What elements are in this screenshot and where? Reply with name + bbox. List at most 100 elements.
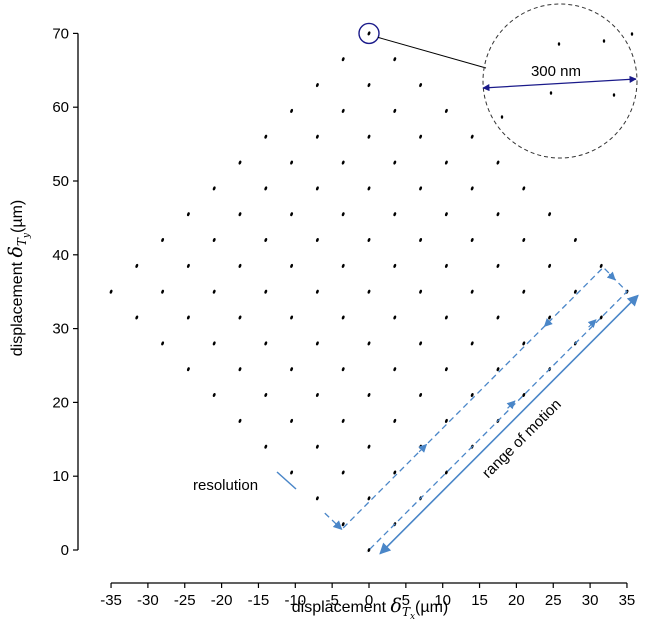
- data-point: [470, 289, 474, 294]
- y-tick-label: 20: [52, 394, 69, 411]
- x-tick-label: 0: [365, 592, 373, 609]
- path-direction-arrow: [587, 319, 597, 329]
- data-point: [315, 392, 319, 398]
- data-point: [212, 341, 216, 346]
- inset-data-point: [500, 115, 504, 119]
- data-point: [367, 392, 371, 398]
- data-point: [238, 315, 242, 320]
- data-point: [496, 315, 500, 320]
- y-tick-label: 0: [61, 542, 69, 559]
- data-point: [573, 289, 577, 294]
- data-point: [186, 212, 190, 217]
- x-tick-label: -20: [211, 592, 233, 609]
- data-point: [238, 367, 242, 372]
- data-point: [161, 289, 165, 294]
- data-point: [341, 160, 345, 165]
- data-point: [393, 57, 397, 62]
- data-point: [367, 83, 371, 88]
- inset-data-point: [602, 39, 606, 43]
- data-point: [419, 237, 423, 243]
- data-point: [264, 289, 268, 294]
- data-point: [522, 289, 526, 294]
- data-point: [135, 263, 139, 268]
- inset-data-point: [630, 32, 634, 36]
- y-tick-label: 10: [52, 468, 69, 485]
- data-point: [419, 341, 423, 346]
- data-point: [315, 237, 319, 243]
- data-point: [444, 160, 448, 165]
- x-tick-label: 35: [619, 592, 636, 609]
- data-point: [341, 418, 345, 423]
- data-point: [341, 212, 345, 217]
- range-of-motion-label: range of motion: [479, 396, 565, 482]
- data-point: [444, 108, 448, 113]
- data-point: [496, 263, 500, 268]
- x-axis-label: displacement δTx(µm): [292, 595, 448, 622]
- data-point: [212, 186, 216, 191]
- data-point: [470, 186, 474, 191]
- data-point: [264, 444, 268, 449]
- data-point: [367, 289, 371, 294]
- inset-scale-bar: [482, 75, 637, 92]
- x-tick-label: -25: [174, 592, 196, 609]
- path-direction-arrow: [543, 318, 553, 327]
- data-point: [264, 341, 268, 346]
- data-point: [109, 289, 113, 294]
- data-point: [496, 212, 500, 217]
- data-point: [367, 341, 371, 346]
- data-point: [393, 108, 397, 113]
- x-tick-label: 30: [582, 592, 599, 609]
- data-point: [470, 341, 474, 346]
- data-point: [393, 212, 397, 217]
- data-point: [212, 392, 216, 398]
- data-point: [212, 237, 216, 243]
- x-tick-label: -5: [325, 592, 338, 609]
- axes: -35 -30 -25 -20 -15 -10 -5 0 5 10 15 20 25 30 35 0 10 20 3…: [52, 25, 635, 609]
- motion-path-start: [324, 512, 343, 530]
- data-point: [290, 367, 294, 372]
- inset-data-point: [557, 42, 561, 46]
- inset-scale-label: 300 nm: [531, 63, 581, 80]
- data-point: [315, 134, 319, 139]
- data-point: [212, 289, 216, 294]
- motion-path-dashed: [342, 266, 628, 553]
- x-tick-label: 20: [508, 592, 525, 609]
- data-point: [315, 444, 319, 449]
- data-point: [264, 186, 268, 191]
- data-point: [341, 57, 345, 62]
- data-point: [393, 160, 397, 165]
- data-point: [367, 237, 371, 243]
- resolution-marker: [276, 471, 297, 490]
- x-tick-label: -15: [248, 592, 270, 609]
- path-direction-arrow: [418, 443, 428, 453]
- x-tick-label: -35: [100, 592, 122, 609]
- data-point: [522, 341, 526, 346]
- data-point: [444, 418, 448, 423]
- data-point: [341, 263, 345, 268]
- data-point: [238, 263, 242, 268]
- resolution-label: resolution: [193, 477, 258, 494]
- data-point: [238, 160, 242, 165]
- data-point: [367, 186, 371, 191]
- data-point: [290, 470, 294, 475]
- inset-data-point: [549, 91, 553, 95]
- data-point: [315, 289, 319, 294]
- data-point: [393, 263, 397, 268]
- data-point: [470, 237, 474, 243]
- data-point: [573, 237, 577, 243]
- data-point: [341, 108, 345, 113]
- data-point: [290, 160, 294, 165]
- y-tick-label: 60: [52, 99, 69, 116]
- inset-data-point: [612, 93, 616, 97]
- data-point: [444, 367, 448, 372]
- path-direction-arrow: [606, 271, 616, 281]
- data-point: [496, 160, 500, 165]
- data-point: [444, 315, 448, 320]
- data-point: [419, 186, 423, 191]
- data-point: [393, 418, 397, 423]
- data-point: [186, 315, 190, 320]
- data-point: [548, 212, 552, 217]
- data-point: [161, 237, 165, 243]
- data-point: [264, 392, 268, 398]
